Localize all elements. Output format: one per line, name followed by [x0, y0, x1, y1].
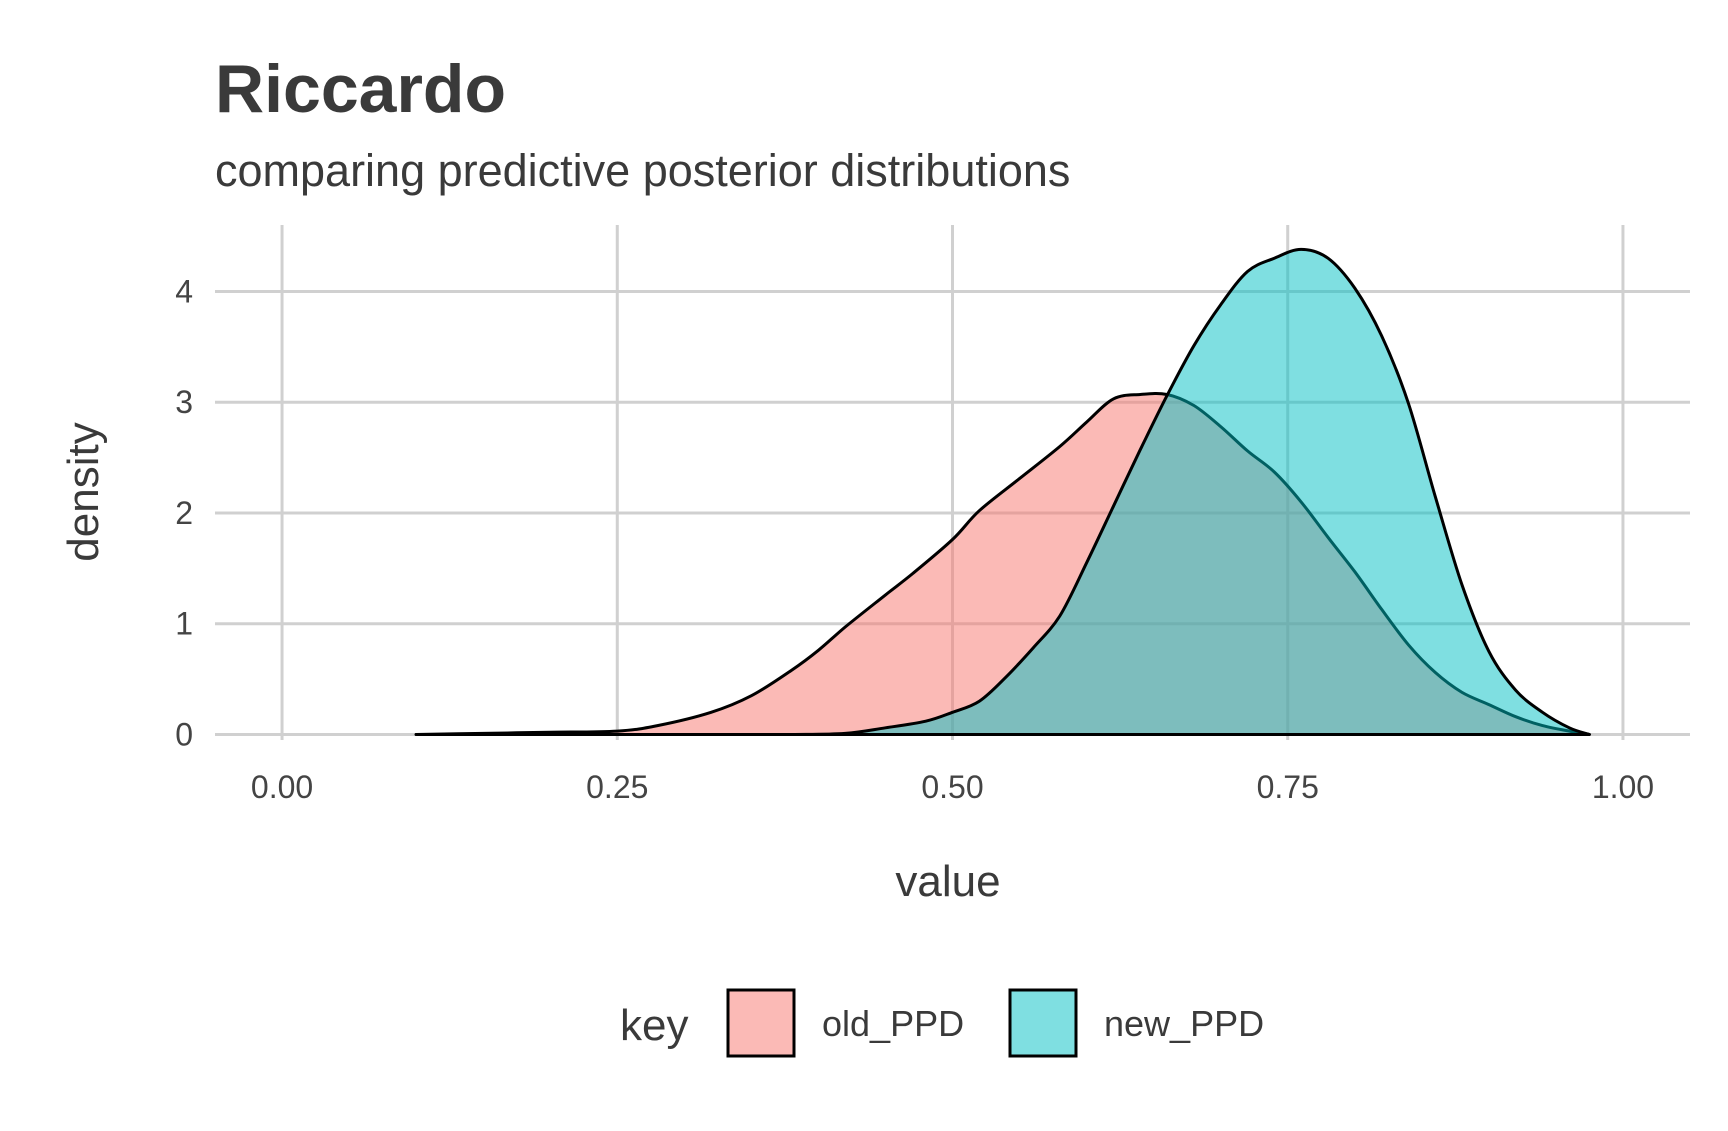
x-tick-label: 0.00 — [251, 769, 313, 805]
legend-key-new_PPD — [1008, 988, 1078, 1058]
x-tick-label: 0.25 — [586, 769, 648, 805]
y-tick-label: 0 — [175, 716, 193, 752]
x-tick-label: 0.50 — [921, 769, 983, 805]
y-tick-label: 4 — [175, 273, 193, 309]
x-axis-title: value — [895, 857, 1000, 906]
x-tick-label: 0.75 — [1257, 769, 1319, 805]
density-areas — [414, 247, 1591, 737]
y-tick-label: 2 — [175, 495, 193, 531]
chart-title: Riccardo — [215, 51, 506, 127]
legend-key-old_PPD — [726, 988, 796, 1058]
legend-label-new_PPD: new_PPD — [1104, 1003, 1264, 1044]
y-tick-label: 3 — [175, 384, 193, 420]
y-axis-title: density — [59, 422, 108, 561]
y-tick-label: 1 — [175, 606, 193, 642]
chart-subtitle: comparing predictive posterior distribut… — [215, 145, 1070, 196]
legend: key old_PPD new_PPD — [620, 988, 1264, 1058]
x-tick-label: 1.00 — [1592, 769, 1654, 805]
y-tick-labels: 0 1 2 3 4 — [175, 273, 193, 752]
density-area-new_PPD — [414, 247, 1591, 737]
legend-label-old_PPD: old_PPD — [822, 1003, 964, 1044]
x-tick-labels: 0.00 0.25 0.50 0.75 1.00 — [251, 769, 1654, 805]
legend-title: key — [620, 1001, 688, 1050]
